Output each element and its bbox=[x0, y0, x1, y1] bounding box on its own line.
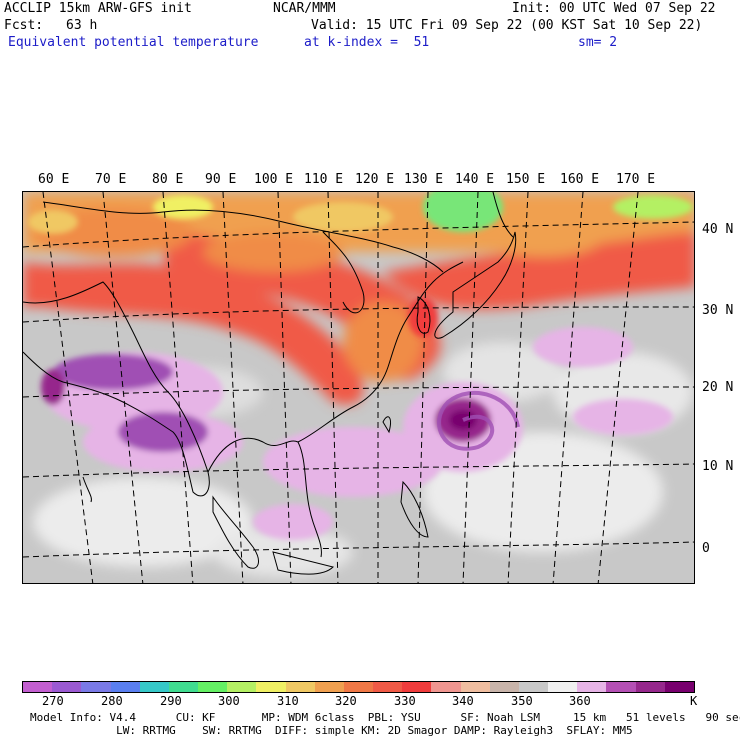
theta-e-map bbox=[23, 192, 694, 583]
colorbar-swatch bbox=[431, 682, 461, 692]
colorbar-swatch bbox=[227, 682, 257, 692]
colorbar-swatch bbox=[489, 682, 519, 692]
lon-label: 100 E bbox=[254, 172, 294, 187]
colorbar-label: 300 bbox=[218, 694, 240, 708]
colorbar-label: 290 bbox=[160, 694, 182, 708]
colorbar-label: 360 bbox=[569, 694, 591, 708]
colorbar-swatch bbox=[285, 682, 315, 692]
model-info-line1: Model Info: V4.4 CU: KF MP: WDM 6class P… bbox=[30, 711, 740, 724]
lon-label: 140 E bbox=[455, 172, 495, 187]
colorbar-swatch bbox=[168, 682, 199, 692]
init-time: Init: 00 UTC Wed 07 Sep 22 bbox=[512, 1, 716, 16]
colorbar-label: 330 bbox=[394, 694, 416, 708]
colorbar-swatch bbox=[664, 682, 694, 692]
colorbar-label: 340 bbox=[452, 694, 474, 708]
lon-label: 90 E bbox=[205, 172, 237, 187]
graticule bbox=[23, 192, 694, 583]
valid-time: Valid: 15 UTC Fri 09 Sep 22 (00 KST Sat … bbox=[311, 18, 703, 33]
colorbar-swatch bbox=[52, 682, 82, 692]
colorbar-swatch bbox=[343, 682, 374, 692]
colorbar-swatch bbox=[256, 682, 286, 692]
forecast-hours: 63 h bbox=[66, 18, 98, 33]
lon-label: 160 E bbox=[560, 172, 600, 187]
lon-label: 120 E bbox=[355, 172, 395, 187]
colorbar-swatch bbox=[635, 682, 665, 692]
level-info: at k-index = 51 bbox=[304, 35, 430, 50]
colorbar-swatch bbox=[198, 682, 228, 692]
lon-label: 110 E bbox=[304, 172, 344, 187]
colorbar-label: 280 bbox=[101, 694, 123, 708]
colorbar-swatch bbox=[314, 682, 344, 692]
colorbar-swatch bbox=[548, 682, 578, 692]
colorbar-swatch bbox=[606, 682, 636, 692]
coastlines bbox=[23, 192, 517, 575]
colorbar-swatch bbox=[577, 682, 607, 692]
map-panel bbox=[22, 191, 695, 584]
colorbar-label: 310 bbox=[277, 694, 299, 708]
lon-label: 170 E bbox=[616, 172, 656, 187]
lon-label: 70 E bbox=[95, 172, 127, 187]
field-name: Equivalent potential temperature bbox=[8, 35, 259, 50]
lat-label: 0 bbox=[702, 541, 710, 556]
lon-label: 130 E bbox=[404, 172, 444, 187]
model-info-line2: LW: RRTMG SW: RRTMG DIFF: simple KM: 2D … bbox=[30, 724, 633, 737]
colorbar bbox=[22, 681, 695, 693]
center-label: NCAR/MMM bbox=[273, 1, 336, 16]
cyclone-spiral bbox=[437, 391, 520, 451]
cool-patches bbox=[28, 192, 693, 337]
lon-label: 60 E bbox=[38, 172, 70, 187]
model-title: ACCLIP 15km ARW-GFS init bbox=[4, 1, 192, 16]
lat-label: 20 N bbox=[702, 380, 734, 395]
colorbar-label: 320 bbox=[335, 694, 357, 708]
colorbar-swatch bbox=[402, 682, 432, 692]
colorbar-swatch bbox=[110, 682, 140, 692]
colorbar-swatch bbox=[373, 682, 403, 692]
colorbar-label: 270 bbox=[42, 694, 64, 708]
smoothing-info: sm= 2 bbox=[578, 35, 618, 50]
lon-label: 150 E bbox=[506, 172, 546, 187]
colorbar-unit: K bbox=[690, 694, 698, 708]
colorbar-swatch bbox=[23, 682, 53, 692]
colorbar-swatch bbox=[81, 682, 111, 692]
forecast-label: Fcst: bbox=[4, 18, 44, 33]
colorbar-swatch bbox=[460, 682, 490, 692]
lat-label: 30 N bbox=[702, 303, 734, 318]
colorbar-label: 350 bbox=[511, 694, 533, 708]
colorbar-swatch bbox=[518, 682, 549, 692]
lat-label: 10 N bbox=[702, 459, 734, 474]
colorbar-swatch bbox=[139, 682, 169, 692]
lon-label: 80 E bbox=[152, 172, 184, 187]
lat-label: 40 N bbox=[702, 222, 734, 237]
